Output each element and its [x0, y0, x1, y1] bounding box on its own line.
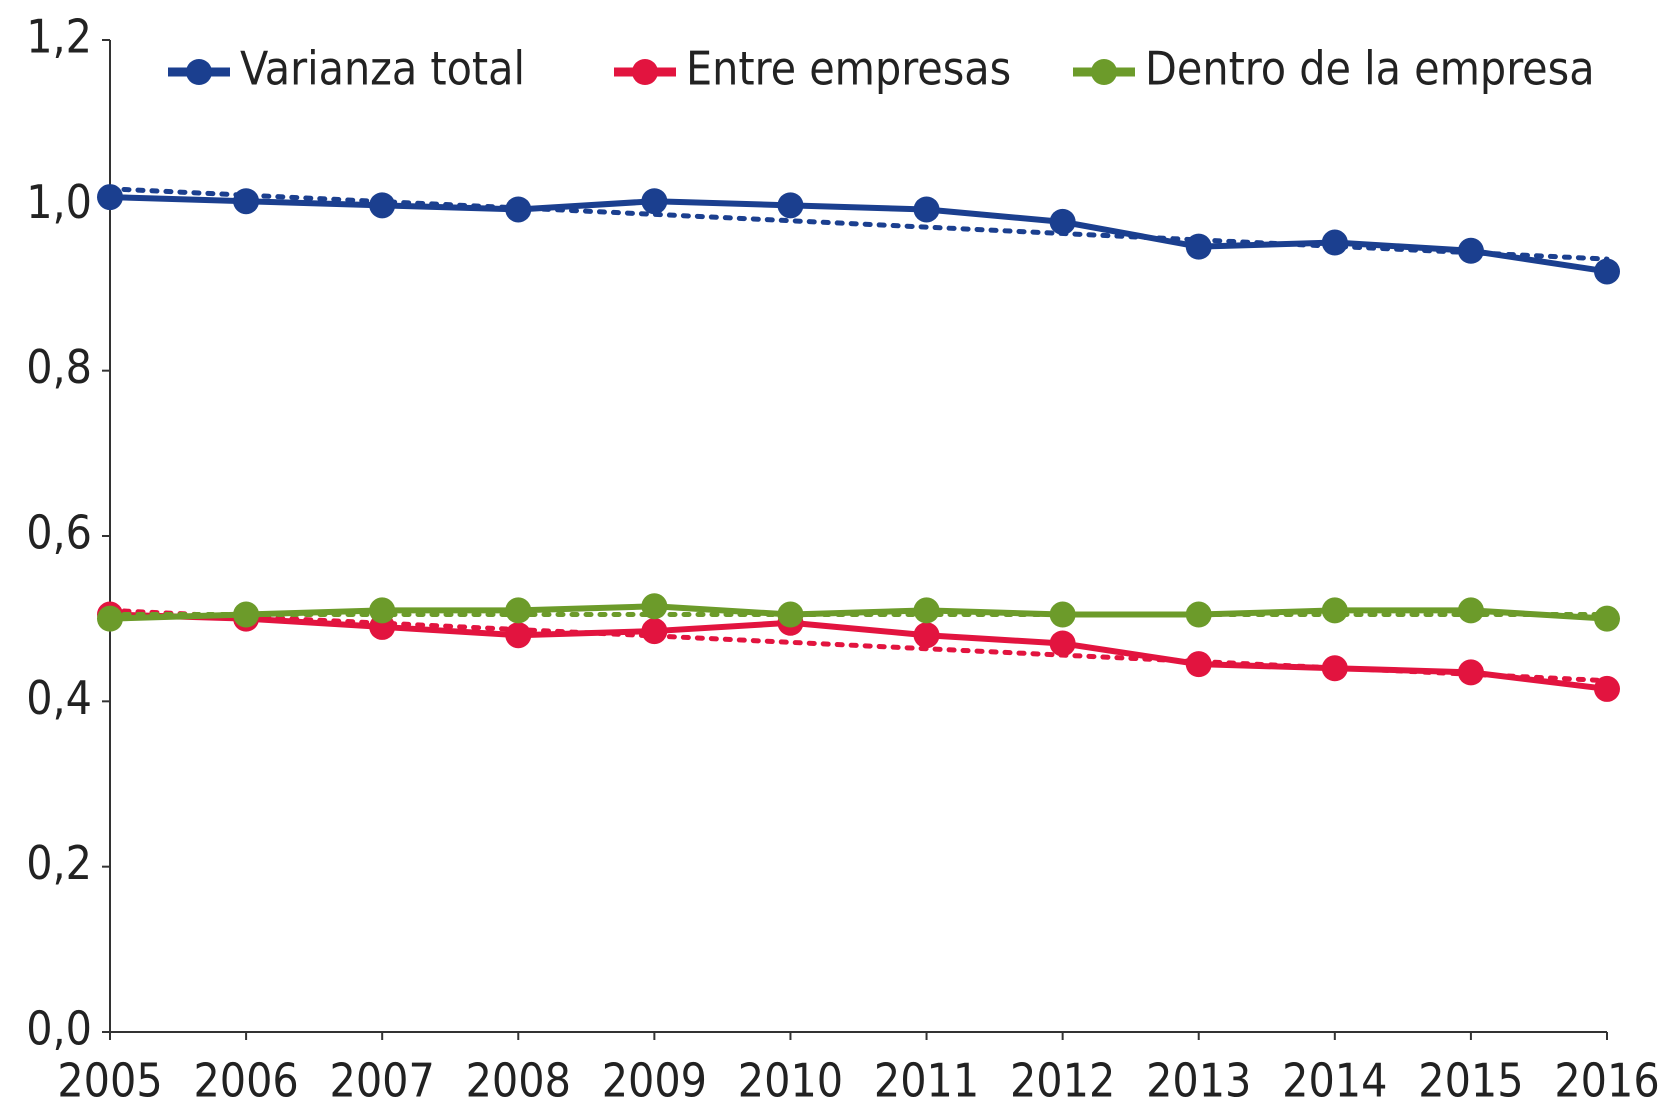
- point: [777, 601, 804, 628]
- legend-label: Dentro de la empresa: [1145, 42, 1595, 96]
- point: [1594, 605, 1620, 632]
- series-line: [109, 611, 1608, 692]
- point: [369, 192, 396, 219]
- legend-label: Entre empresas: [686, 42, 1011, 96]
- point: [1594, 675, 1620, 702]
- point: [505, 196, 532, 223]
- point: [1594, 258, 1620, 285]
- x-tick-label: 2014: [1282, 1054, 1387, 1108]
- point: [777, 192, 804, 219]
- x-tick-label: 2008: [466, 1054, 571, 1108]
- x-tick-label: 2007: [330, 1054, 435, 1108]
- x-tick-label: 2013: [1146, 1054, 1251, 1108]
- point: [97, 184, 123, 211]
- x-tick-label: 2010: [738, 1054, 843, 1108]
- point: [913, 597, 940, 624]
- y-tick-label: 1,0: [26, 175, 92, 229]
- point: [233, 601, 260, 628]
- y-tick-label: 1,2: [26, 10, 92, 64]
- point: [505, 622, 532, 649]
- point: [1457, 659, 1484, 686]
- trend-line: [107, 186, 1610, 262]
- point: [1049, 601, 1076, 628]
- point: [1049, 208, 1076, 235]
- y-tick-label: 0,2: [26, 836, 92, 890]
- x-tick-label: 2016: [1554, 1054, 1659, 1108]
- legend-label: Varianza total: [240, 42, 525, 96]
- y-tick-label: 0,8: [26, 340, 92, 394]
- point: [641, 618, 668, 645]
- point: [1049, 630, 1076, 657]
- point: [233, 188, 260, 215]
- point: [1321, 597, 1348, 624]
- series-line: [109, 603, 1608, 622]
- x-tick-label: 2011: [874, 1054, 979, 1108]
- point: [1185, 601, 1212, 628]
- point: [641, 188, 668, 215]
- point: [913, 196, 940, 223]
- point: [913, 622, 940, 649]
- point: [1185, 233, 1212, 260]
- series-line: [109, 194, 1608, 275]
- point: [1457, 237, 1484, 264]
- y-tick-label: 0,0: [26, 1002, 92, 1056]
- y-tick-label: 0,6: [26, 506, 92, 560]
- point: [97, 605, 123, 632]
- point: [641, 593, 668, 620]
- x-tick-label: 2015: [1418, 1054, 1523, 1108]
- y-tick-label: 0,4: [26, 671, 92, 725]
- point: [505, 597, 532, 624]
- x-tick-label: 2006: [193, 1054, 298, 1108]
- point: [369, 597, 396, 624]
- legend-swatch-marker: [632, 59, 658, 85]
- point: [1321, 655, 1348, 682]
- point: [1185, 651, 1212, 678]
- x-tick-label: 2005: [57, 1054, 162, 1108]
- point: [1457, 597, 1484, 624]
- x-tick-label: 2009: [602, 1054, 707, 1108]
- legend-swatch-marker: [186, 59, 212, 85]
- point: [1321, 229, 1348, 256]
- legend-swatch-marker: [1091, 59, 1117, 85]
- x-tick-label: 2012: [1010, 1054, 1115, 1108]
